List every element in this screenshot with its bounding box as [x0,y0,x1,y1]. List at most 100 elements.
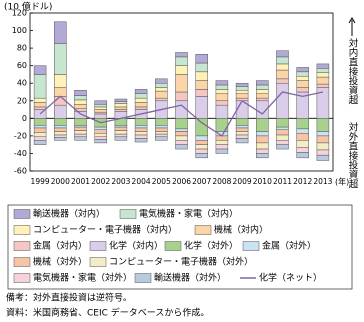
bar-segment [256,89,269,95]
bar-segment [74,130,87,135]
bar-segment [256,131,269,137]
bar-segment [54,127,67,132]
bar-segment [276,63,289,71]
bar-segment [94,136,107,140]
bar-segment [54,134,67,138]
bar-segment [316,149,330,156]
bar-segment [155,133,168,138]
bar-segment [215,140,229,145]
bar-segment [33,106,47,110]
legend-swatch [119,209,137,219]
bar-segment [33,74,47,99]
line-series [39,91,324,137]
bar-segment [74,104,87,109]
bar-segment [235,127,249,132]
legend-label: コンピューター・電子機器（対外） [109,256,253,268]
bar-segment [74,126,87,131]
bar-segment [114,133,128,138]
bar-segment [134,127,148,132]
bar-segment [54,125,67,129]
bar-segment [215,89,229,95]
bar-segment [33,132,47,138]
bar-segment [114,126,128,131]
bar-segment [235,89,249,95]
bar-segment [195,153,208,159]
bar-segment [235,131,249,136]
bar-segment [33,97,47,103]
bar-segment [276,78,289,84]
bar-segment [134,89,148,95]
y-tick-label: 60 [17,61,27,70]
bar-segment [195,118,208,137]
bar-segment [114,130,128,135]
bar-segment [134,102,148,108]
bar-segment [54,74,67,88]
x-tick-label: 2009 [233,177,252,186]
bar-segment [296,118,309,130]
legend-label: 機械（対内） [214,224,268,236]
bar-segment [195,135,208,141]
legend-swatch [13,273,31,283]
bar-segment [134,93,148,99]
bar-segment [296,80,309,88]
bar-segment [296,87,309,93]
bar-segment [54,118,67,126]
x-tick-label: 2011 [273,177,292,186]
legend-label: 電気機器・家電（対内） [139,208,238,220]
bar-segment [256,97,269,102]
bar-segment [134,138,148,143]
bar-segment [33,140,47,145]
bar-segment [195,140,208,145]
bar-segment [296,128,309,134]
bar-segment [235,86,249,91]
bar-segment [74,136,87,141]
legend-swatch [242,241,260,251]
bar-segment [235,125,249,129]
legend-swatch [134,273,152,283]
bar-segment [94,106,107,110]
note: 資料：米国商務省、CEIC データベースから作成。 [6,307,209,319]
bar-segment [175,118,188,130]
bar-segment [235,138,249,144]
bar-segment [33,118,47,126]
bar-segment [195,89,208,97]
bar-segment [296,67,309,73]
bar-segment [175,65,188,75]
bar-segment [54,137,67,141]
bar-segment [175,74,188,93]
bar-segment [235,82,249,87]
legend-label: コンピューター・電子機器（対内） [33,224,177,236]
bar-segment [296,75,309,81]
y-tick-label: 0 [22,114,27,123]
bar-segment [114,125,128,128]
bar-segment [296,147,309,153]
bar-segment [94,113,107,119]
bar-segment [134,134,148,139]
bar-segment [316,72,330,78]
bar-segment [155,82,168,88]
bar-segment [74,89,87,96]
bar-segment [114,101,128,104]
bar-segment [195,54,208,64]
bar-segment [195,148,208,154]
bar-segment [316,83,330,88]
x-tick-label: 2007 [192,177,211,186]
bar-segment [316,68,330,73]
bar-segment [256,148,269,154]
x-tick-label: 2012 [293,177,312,186]
bar-segment [33,125,47,129]
y-tick-label: 100 [12,26,27,35]
bar-segment [33,136,47,141]
bar-segment [316,63,330,69]
bar-segment [74,111,87,119]
bar-segment [33,102,47,108]
bar-segment [215,144,229,150]
bar-segment [134,118,148,126]
side-label: 対外直接投資超 [347,121,359,189]
legend-swatch [13,257,31,267]
legend-swatch [89,241,107,251]
plot-area [29,12,334,172]
legend-label: 化学（対内） [109,240,163,252]
legend-swatch [13,225,31,235]
y-tick-label: 20 [17,96,27,105]
